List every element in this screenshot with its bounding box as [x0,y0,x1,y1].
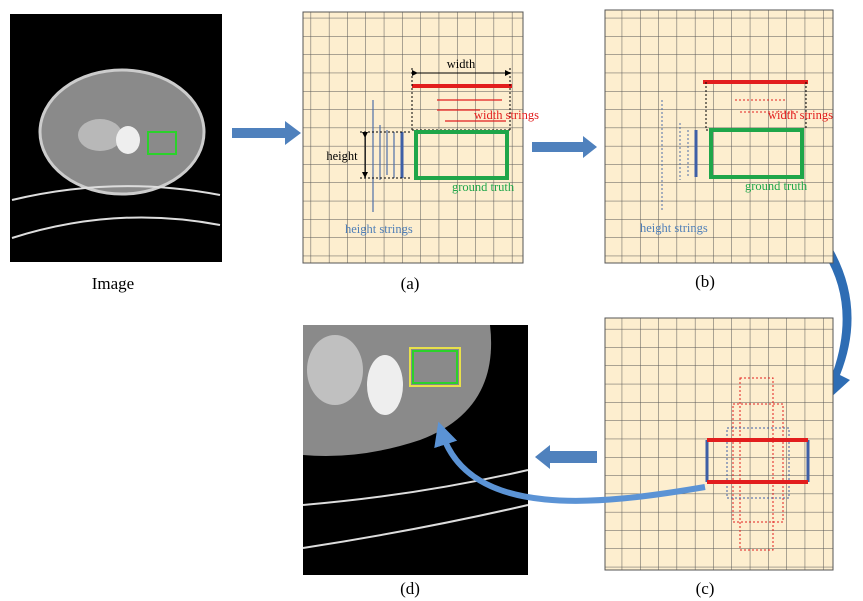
label: width strings [768,108,833,122]
label: height [326,149,358,163]
caption: Image [92,274,134,293]
arrow [532,136,597,158]
caption: (c) [696,579,715,598]
caption: (b) [695,272,715,291]
label: ground truth [452,180,515,194]
label: width strings [474,108,539,122]
arrow [535,445,597,469]
ct-image [10,14,222,262]
label: height strings [640,221,708,235]
label: width [447,57,476,71]
caption: (a) [401,274,420,293]
panel-c [605,318,833,570]
caption: (d) [400,579,420,598]
panel-a [303,12,523,263]
label: height strings [345,222,413,236]
arrow [232,121,301,145]
label: ground truth [745,179,808,193]
diagram: Image width height width strings ground … [0,0,863,601]
